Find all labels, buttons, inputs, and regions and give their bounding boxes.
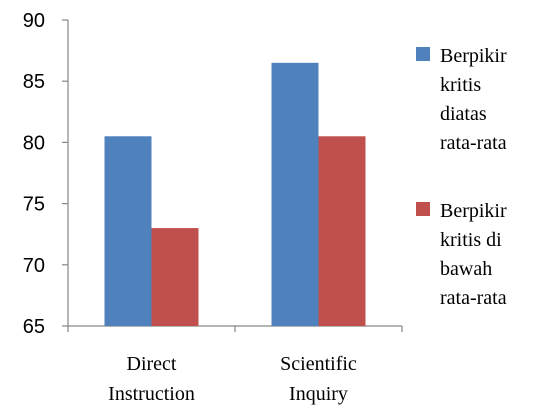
legend-label-line: Berpikir bbox=[440, 200, 507, 222]
y-tick-label: 65 bbox=[23, 316, 45, 338]
bar bbox=[318, 136, 366, 326]
x-tick-label: Direct Instruction bbox=[108, 353, 195, 405]
legend: Berpikir kritis diatas rata-rata Berpikir kri… bbox=[416, 45, 507, 309]
y-tick-label: 75 bbox=[23, 194, 45, 216]
legend-label-line: Berpikir bbox=[440, 45, 507, 67]
legend-label-line: bawah bbox=[440, 258, 492, 280]
legend-label-line: rata-rata bbox=[440, 132, 507, 154]
x-tick-label-line: Instruction bbox=[108, 383, 195, 405]
bar bbox=[104, 136, 152, 326]
legend-label-line: kritis bbox=[440, 74, 481, 96]
legend-label-line: kritis di bbox=[440, 229, 502, 251]
y-axis: 65 70 75 80 85 90 bbox=[23, 10, 69, 338]
x-axis: Direct Instruction Scientific Inquiry bbox=[67, 325, 403, 405]
y-tick-label: 85 bbox=[23, 71, 45, 93]
x-tick-label-line: Inquiry bbox=[289, 383, 348, 405]
legend-swatch bbox=[416, 47, 430, 61]
x-tick-label-line: Scientific bbox=[280, 353, 357, 375]
legend-label-line: diatas bbox=[440, 103, 487, 125]
legend-label: Berpikir kritis di bawah rata-rata bbox=[440, 200, 507, 309]
bar bbox=[151, 228, 199, 326]
legend-label: Berpikir kritis diatas rata-rata bbox=[440, 45, 507, 154]
y-tick-label: 90 bbox=[23, 10, 45, 32]
bars bbox=[104, 62, 366, 327]
bar bbox=[271, 62, 319, 327]
y-tick-label: 70 bbox=[23, 255, 45, 277]
x-tick-label: Scientific Inquiry bbox=[280, 353, 357, 405]
y-tick-label: 80 bbox=[23, 132, 45, 154]
x-tick-label-line: Direct bbox=[127, 353, 177, 375]
legend-label-line: rata-rata bbox=[440, 287, 507, 309]
legend-swatch bbox=[416, 202, 430, 216]
